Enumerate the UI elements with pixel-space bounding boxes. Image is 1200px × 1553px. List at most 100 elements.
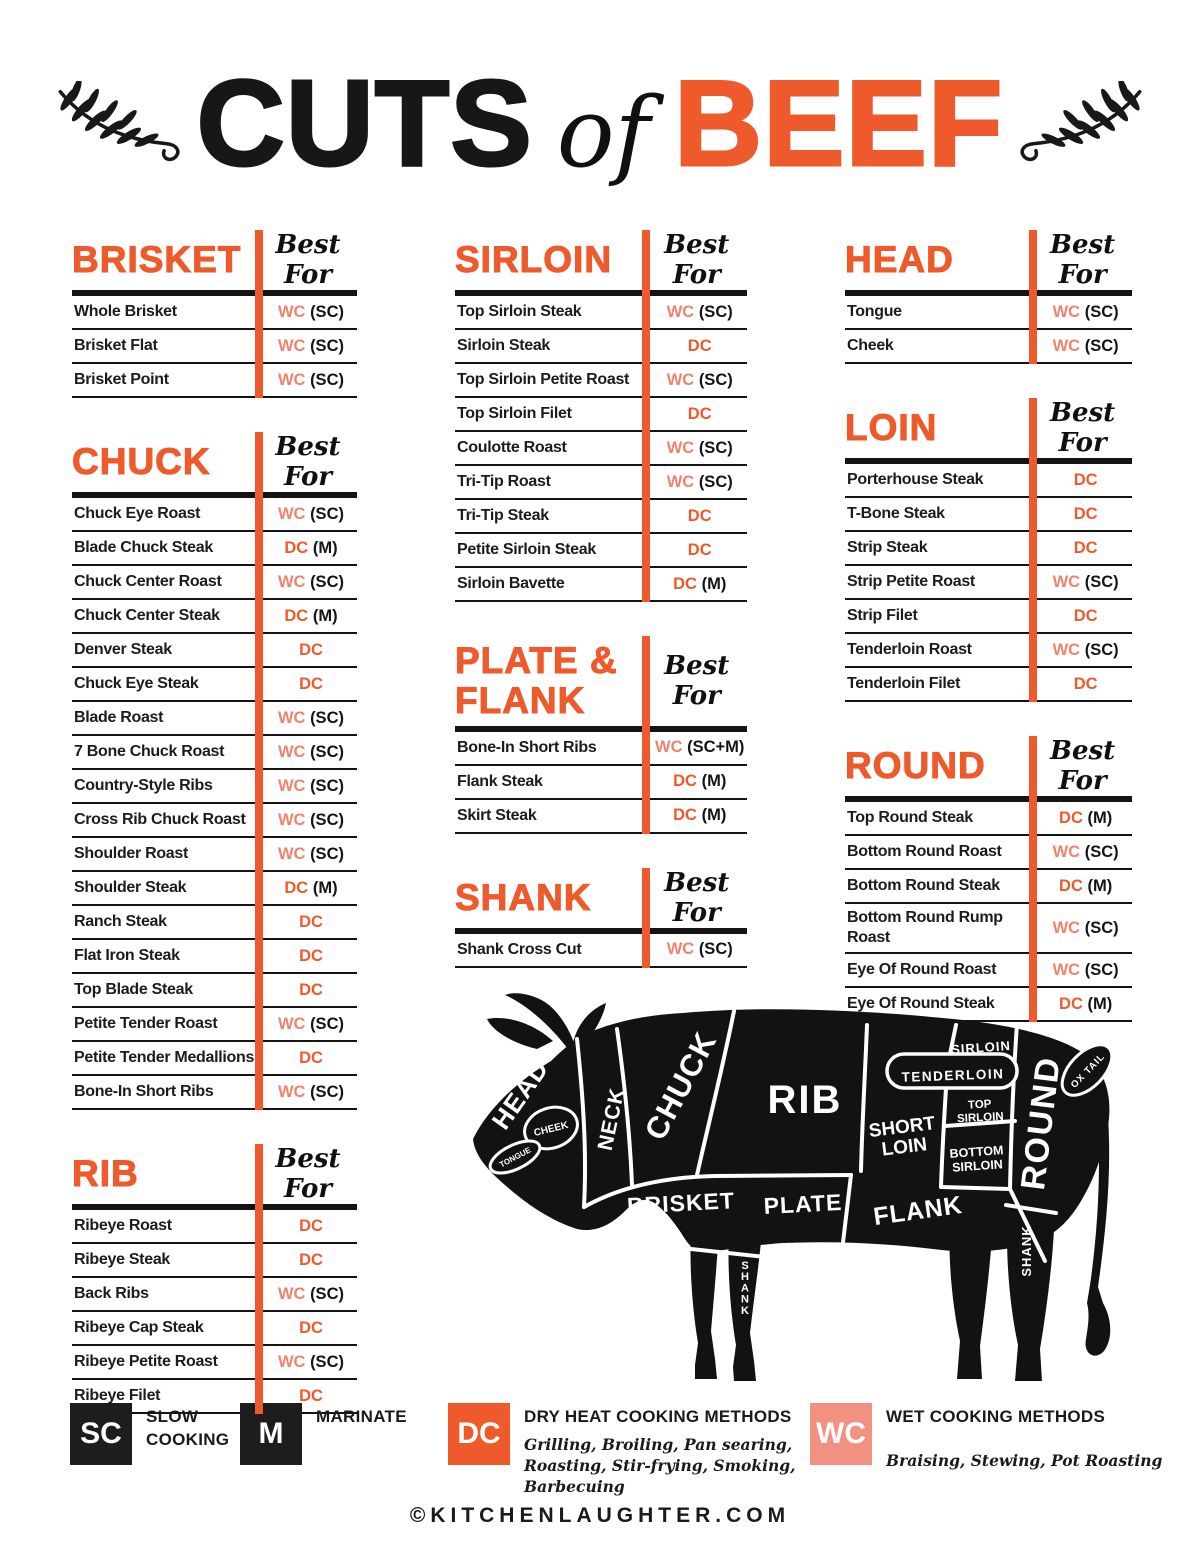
cut-row: Eye Of Round Steak DC (M) <box>845 988 1132 1022</box>
method-note: (SC) <box>310 504 344 523</box>
cooking-method: DC (M) <box>1039 877 1132 896</box>
method-code: WC <box>277 302 306 321</box>
method-note: (SC) <box>310 742 344 761</box>
best-for-label: Best For <box>1050 736 1116 796</box>
method-code: DC <box>284 606 309 625</box>
cut-row: Eye Of Round Roast WC (SC) <box>845 954 1132 988</box>
cooking-method: WC (SC) <box>265 743 357 762</box>
cooking-method: DC <box>652 337 747 356</box>
cut-name: Chuck Eye Roast <box>74 505 201 522</box>
cooking-method: DC <box>265 1387 357 1406</box>
cut-row: Brisket Point WC (SC) <box>72 364 357 398</box>
cut-name: Brisket Point <box>74 371 169 388</box>
cut-name: Petite Tender Medallions <box>74 1049 255 1066</box>
cooking-method: WC (SC) <box>265 573 357 592</box>
cooking-method: WC (SC) <box>265 303 357 322</box>
divider-bar <box>642 867 651 968</box>
cut-row: Shank Cross Cut WC (SC) <box>455 934 747 968</box>
cooking-method: WC (SC) <box>1039 843 1132 862</box>
cut-row: Porterhouse Steak DC <box>845 464 1132 498</box>
method-note: (M) <box>312 538 338 557</box>
method-code: WC <box>277 572 306 591</box>
table-header: LOIN Best For <box>844 398 1132 464</box>
method-code: WC <box>666 472 695 491</box>
cut-row: Ribeye Steak DC <box>72 1244 357 1278</box>
divider-bar <box>1029 398 1038 702</box>
cut-name: Tongue <box>847 303 902 320</box>
cooking-method: DC <box>265 675 357 694</box>
method-code: WC <box>1052 842 1081 861</box>
cooking-method: WC (SC) <box>652 371 747 390</box>
rear-leg <box>1007 1203 1055 1381</box>
method-code: WC <box>666 438 695 457</box>
best-for-label: Best For <box>664 867 730 928</box>
cut-name: Ribeye Filet <box>74 1387 161 1404</box>
cut-name: Shoulder Roast <box>74 845 189 862</box>
cut-row: Brisket Flat WC (SC) <box>72 330 357 364</box>
cut-row: Tenderloin Roast WC (SC) <box>845 634 1132 668</box>
cooking-method: DC <box>265 641 357 660</box>
method-note: (M) <box>701 806 727 825</box>
method-code: DC <box>299 1250 323 1269</box>
legend-item-slow-cooking: SC SLOW COOKING <box>70 1403 266 1465</box>
cut-name: Ribeye Cap Steak <box>74 1319 204 1336</box>
cut-name: Country-Style Ribs <box>74 777 213 794</box>
cut-name: Whole Brisket <box>74 303 177 320</box>
cut-name: 7 Bone Chuck Roast <box>74 743 225 760</box>
dc-badge: DC <box>448 1403 510 1465</box>
cut-name: Cross Rib Chuck Roast <box>74 811 246 828</box>
table-brisket: BRISKET Best For Whole Brisket WC (SC) Brisk… <box>72 230 357 398</box>
cooking-method: DC <box>265 947 357 966</box>
legend-label: SLOW COOKING <box>146 1407 230 1449</box>
method-code: WC <box>277 844 306 863</box>
best-for-label: Best For <box>275 432 341 492</box>
cut-name: Shank Cross Cut <box>457 940 582 958</box>
cut-name: Cheek <box>847 337 894 354</box>
best-for-label: Best For <box>275 230 341 290</box>
cut-row: Flat Iron Steak DC <box>72 940 357 974</box>
cut-row: Tri-Tip Roast WC (SC) <box>455 466 747 500</box>
sc-badge: SC <box>70 1403 132 1465</box>
method-code: DC <box>299 1386 323 1405</box>
cooking-method: DC (M) <box>1039 995 1132 1014</box>
cooking-method: DC <box>652 541 747 560</box>
method-code: WC <box>1052 918 1081 937</box>
divider-bar <box>1029 230 1038 364</box>
legend-item-dry-heat: DC DRY HEAT COOKING METHODS Grilling, Br… <box>448 1403 834 1498</box>
cut-name: Bottom Round Steak <box>847 877 1000 894</box>
method-note: (M) <box>312 606 338 625</box>
cut-row: Strip Petite Roast WC (SC) <box>845 566 1132 600</box>
method-code: WC <box>277 1284 306 1303</box>
section-title: LOIN <box>844 407 938 449</box>
method-code: WC <box>1052 336 1081 355</box>
method-code: WC <box>277 1352 306 1371</box>
method-code: DC <box>299 1318 323 1337</box>
section-divider-lines <box>575 1009 1058 1263</box>
cut-row: Strip Steak DC <box>845 532 1132 566</box>
cooking-method: DC <box>1039 607 1132 626</box>
cooking-method: WC (SC) <box>1039 337 1132 356</box>
cut-name: Tenderloin Filet <box>847 675 961 692</box>
method-note: (SC) <box>698 302 733 321</box>
cut-name: Tenderloin Roast <box>847 641 972 658</box>
cheek-outline <box>523 1105 579 1151</box>
cooking-method: DC <box>1039 505 1132 524</box>
cooking-method: WC (SC) <box>265 1083 357 1102</box>
method-note: (SC) <box>698 370 733 389</box>
method-note: (SC) <box>310 572 344 591</box>
method-note: (SC) <box>310 708 344 727</box>
method-code: WC <box>1052 960 1081 979</box>
beef-cuts-cow-diagram: HEAD CHEEK TONGUE NECK CHUCK RIB BRISKET… <box>473 993 1114 1381</box>
section-title: RIB <box>72 1153 139 1195</box>
method-code: WC <box>277 336 306 355</box>
legend-label: WET COOKING METHODS <box>886 1407 1106 1426</box>
cooking-method: WC (SC) <box>265 777 357 796</box>
method-code: WC <box>277 810 306 829</box>
method-note: (SC) <box>1084 960 1119 979</box>
table-header: SHANK Best For <box>454 867 747 934</box>
method-code: WC <box>1052 302 1081 321</box>
cut-row: Bottom Round Rump Roast WC (SC) <box>845 904 1132 954</box>
cut-tables: BRISKET Best For Whole Brisket WC (SC) Brisk… <box>72 230 1132 1448</box>
method-code: WC <box>277 742 306 761</box>
